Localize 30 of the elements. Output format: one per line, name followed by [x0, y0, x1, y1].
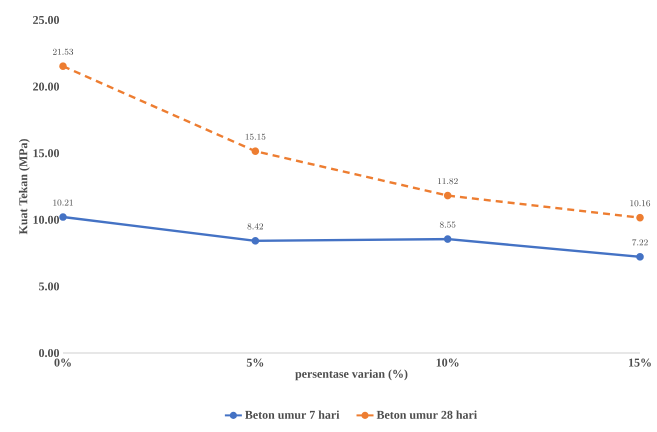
- y-tick-label: 10.00: [34, 216, 60, 224]
- y-tick-label: 20.00: [33, 82, 60, 91]
- data-label: 8.55: [440, 222, 456, 228]
- point: [59, 213, 67, 221]
- point: [444, 235, 452, 243]
- data-label: 8.42: [248, 223, 264, 230]
- legend-label: Beton umur 28 hari: [376, 410, 477, 419]
- point: [636, 253, 644, 261]
- y-tick-label: 0.00: [39, 348, 60, 358]
- data-label: 21 .53: [52, 48, 74, 55]
- x-tick-label: 5%: [246, 358, 264, 367]
- legend-label: Beton umur 7 hari: [245, 410, 340, 419]
- x-tick-label: 0%: [54, 358, 71, 367]
- data-label: 15. 15: [246, 134, 266, 140]
- point: [444, 192, 452, 200]
- point: [59, 62, 67, 70]
- x-tick-label: 10%: [436, 358, 459, 367]
- data-label: 7.22: [632, 239, 648, 246]
- x-axis-title: persentase varian (%): [295, 369, 408, 380]
- y-axis-title: Kuat Tekan (MPa): [18, 139, 30, 234]
- y-tick-label: 25.00: [33, 16, 60, 24]
- y-tick-label: 15.00: [34, 149, 60, 158]
- data-label: 10.21: [53, 200, 73, 206]
- x-tick-label: 15%: [629, 358, 651, 367]
- point: [252, 147, 260, 155]
- data-label: 10. 16: [630, 200, 650, 206]
- y-tick-label: 5.00: [39, 282, 60, 290]
- point: [252, 237, 260, 245]
- data-label: 11 .82: [438, 178, 458, 184]
- point: [636, 214, 644, 222]
